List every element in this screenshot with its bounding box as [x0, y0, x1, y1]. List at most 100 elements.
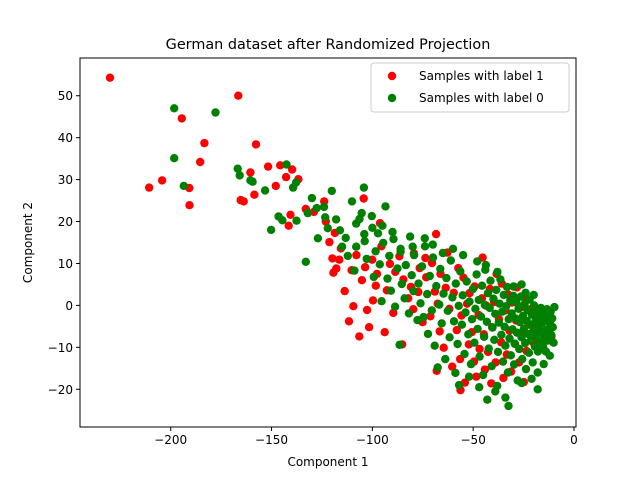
- data-point-s1-61: [419, 312, 428, 322]
- data-point-s1-51: [401, 260, 410, 270]
- data-point-s1-206: [533, 368, 542, 377]
- data-point-s1-104: [477, 281, 487, 290]
- data-point-s1-122: [494, 318, 503, 327]
- data-point-s0-81: [452, 325, 461, 335]
- data-point-s1-229: [337, 242, 347, 251]
- data-point-s1-77: [443, 306, 452, 315]
- data-point-s1-95: [467, 315, 477, 324]
- data-point-s0-38: [355, 332, 364, 341]
- data-point-s1-30: [359, 183, 369, 192]
- data-point-s1-97: [470, 338, 479, 347]
- data-point-s0-42: [362, 305, 372, 315]
- data-point-s1-40: [381, 202, 390, 211]
- data-point-s0-41: [360, 263, 370, 272]
- data-point-s0-7: [200, 138, 209, 148]
- data-point-s0-96: [475, 344, 484, 354]
- data-point-s1-68: [430, 341, 439, 350]
- data-point-s1-64: [423, 329, 433, 339]
- data-point-s0-37: [352, 250, 361, 260]
- legend-marker-label-1: [387, 71, 397, 81]
- data-point-s1-228: [352, 219, 361, 228]
- data-point-s1-46: [393, 264, 402, 273]
- data-point-s1-199: [501, 393, 510, 402]
- data-point-s1-74: [439, 289, 448, 298]
- data-point-s1-123: [495, 299, 504, 308]
- data-point-s0-79: [448, 362, 457, 371]
- data-point-s1-33: [367, 211, 376, 221]
- data-point-s0-27: [328, 254, 337, 263]
- data-point-s1-220: [428, 240, 437, 249]
- data-point-s1-218: [448, 244, 458, 253]
- data-point-s1-198: [517, 378, 526, 388]
- data-point-s1-207: [539, 359, 548, 369]
- data-point-s1-73: [437, 319, 446, 328]
- x-tick-label: −100: [356, 433, 389, 447]
- data-point-s1-152: [518, 354, 527, 364]
- data-point-s1-71: [435, 300, 444, 309]
- data-point-s1-41: [383, 274, 392, 283]
- data-point-s1-223: [396, 244, 405, 253]
- data-point-s1-144: [512, 298, 521, 307]
- data-point-s1-137: [506, 351, 516, 360]
- data-point-s1-204: [475, 383, 484, 392]
- data-point-s1-16: [301, 257, 310, 266]
- data-point-s1-195: [550, 302, 559, 312]
- data-point-s1-214: [493, 267, 502, 277]
- y-tick-label: −10: [48, 341, 73, 355]
- data-point-s0-46: [371, 281, 380, 290]
- data-point-s0-33: [340, 286, 349, 296]
- data-point-s0-75: [439, 343, 448, 352]
- data-point-s1-113: [486, 276, 495, 285]
- data-point-s1-47: [395, 340, 404, 349]
- data-point-s0-36: [349, 302, 358, 311]
- data-point-s1-22: [335, 226, 345, 235]
- data-point-s0-19: [286, 210, 295, 219]
- data-point-s1-132: [502, 282, 512, 292]
- data-point-s1-50: [400, 294, 409, 303]
- y-tick-label: 30: [58, 173, 73, 187]
- data-point-s1-25: [347, 197, 357, 206]
- y-tick-label: 0: [65, 299, 73, 313]
- data-point-s1-124: [496, 275, 505, 284]
- data-point-s1-90: [461, 308, 470, 317]
- data-point-s1-129: [500, 322, 509, 331]
- data-point-s1-232: [313, 234, 323, 243]
- data-point-s0-10: [239, 197, 248, 206]
- data-point-s1-21: [327, 186, 336, 196]
- data-point-s0-8: [234, 91, 243, 100]
- data-point-s1-89: [460, 349, 469, 359]
- data-point-s1-131: [502, 302, 511, 311]
- data-point-s1-42: [385, 251, 394, 261]
- data-point-s0-5: [185, 201, 194, 210]
- y-axis-label: Component 2: [21, 202, 35, 283]
- data-point-s1-192: [548, 314, 557, 323]
- data-point-s1-3: [211, 108, 220, 117]
- data-point-s1-32: [362, 254, 371, 264]
- data-point-s1-35: [371, 247, 380, 256]
- data-point-s1-217: [458, 250, 468, 260]
- data-point-s1-141: [509, 360, 519, 369]
- data-point-s1-101: [474, 295, 483, 305]
- data-point-s1-230: [331, 215, 341, 224]
- legend-entry-label-0: Samples with label 0: [419, 91, 544, 105]
- data-point-s1-140: [509, 291, 518, 300]
- data-point-s0-13: [251, 140, 261, 149]
- data-point-s1-56: [409, 250, 419, 260]
- data-point-s0-18: [284, 221, 293, 230]
- data-point-s1-92: [464, 330, 473, 339]
- data-point-s1-2: [179, 181, 188, 191]
- data-point-s1-75: [441, 354, 450, 364]
- data-point-s1-17: [307, 193, 317, 203]
- data-point-s1-100: [473, 324, 482, 334]
- data-point-s0-40: [359, 194, 368, 203]
- data-point-s1-202: [464, 372, 474, 381]
- data-point-s1-116: [489, 294, 498, 303]
- data-point-s0-20: [287, 165, 297, 174]
- data-point-s0-26: [325, 237, 334, 247]
- data-point-s1-5: [235, 171, 244, 180]
- data-point-s0-6: [196, 157, 205, 167]
- data-point-s1-191: [547, 331, 556, 340]
- legend: Samples with label 1 Samples with label …: [370, 62, 570, 113]
- data-point-s0-50: [380, 328, 389, 337]
- data-point-s1-69: [432, 281, 441, 291]
